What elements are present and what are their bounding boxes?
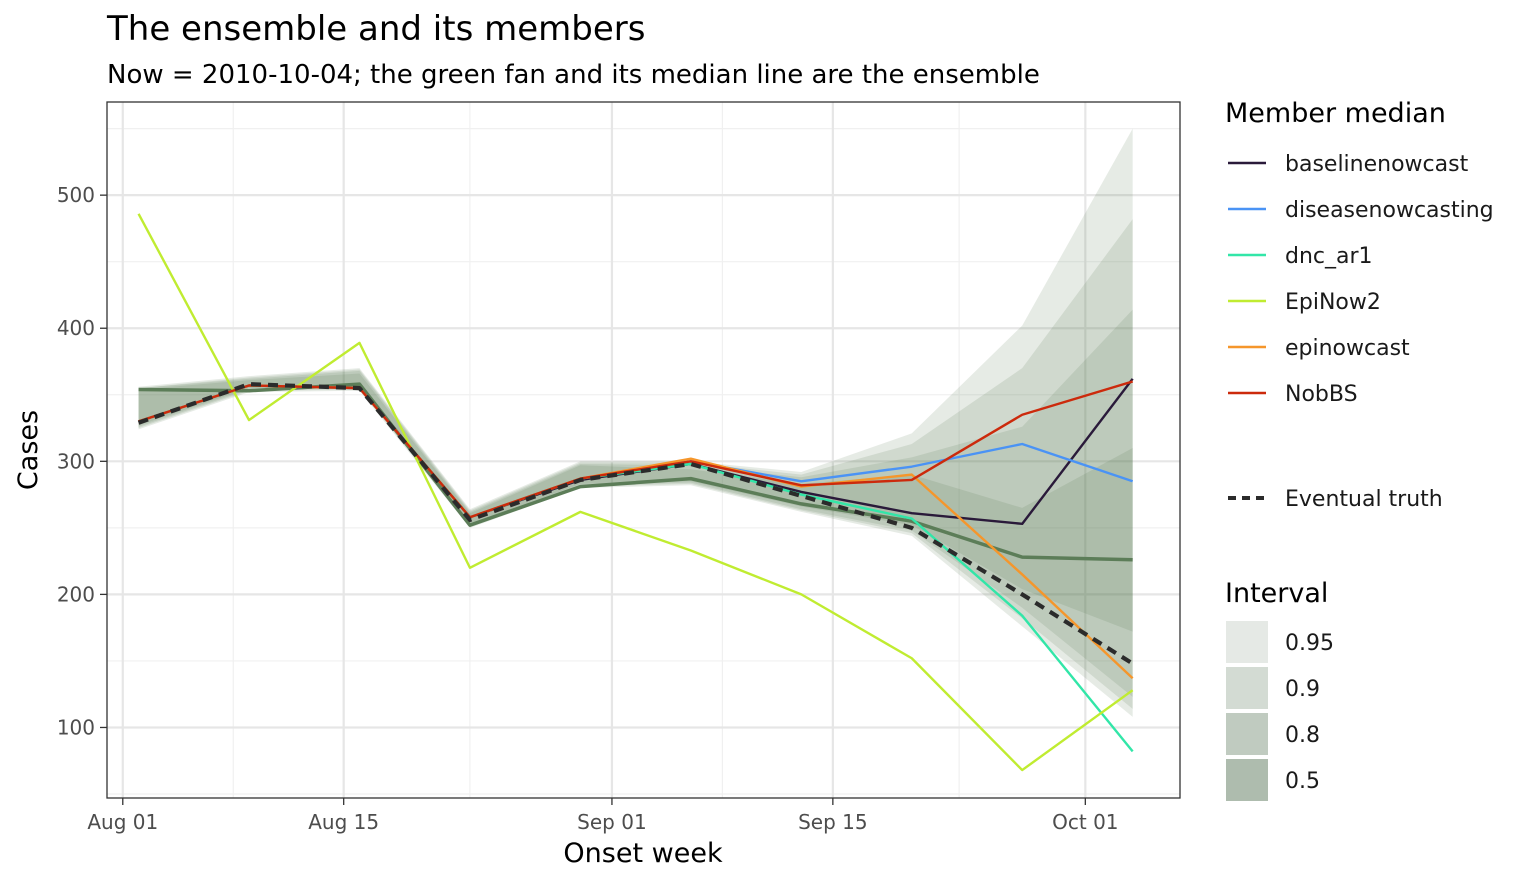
legend: Member median baselinenowcast diseasenowc…	[1225, 98, 1494, 801]
truth-series-line	[137, 382, 1134, 666]
y-axis: 100 200 300 400 500	[57, 183, 107, 739]
y-tick-label: 400	[57, 316, 95, 340]
plot-panel	[106, 101, 1181, 799]
legend-label-epinowcast: epinowcast	[1285, 336, 1410, 361]
legend-member-entries: baselinenowcast diseasenowcasting dnc_ar1 E…	[1228, 152, 1494, 407]
ribbon-0.5	[138, 373, 1133, 632]
legend-interval-label: 0.9	[1285, 677, 1320, 702]
series-line-epinow2	[137, 213, 1134, 772]
ribbon-0.8	[138, 309, 1133, 697]
legend-label-nobbs: NobBS	[1285, 382, 1358, 407]
legend-label-epinow2: EpiNow2	[1285, 290, 1381, 315]
legend-label-dnc_ar1: dnc_ar1	[1285, 244, 1373, 269]
legend-swatch-0.5	[1226, 759, 1268, 801]
y-axis-label: Cases	[13, 410, 44, 490]
ribbon-0.95	[138, 128, 1133, 717]
x-axis: Aug 01 Aug 15 Sep 01 Sep 15 Oct 01	[87, 798, 1119, 834]
x-tick-label: Oct 01	[1052, 810, 1118, 834]
y-tick-label: 200	[57, 582, 95, 606]
x-tick-label: Sep 01	[577, 810, 647, 834]
legend-interval-label: 0.8	[1285, 723, 1320, 748]
legend-interval-label: 0.95	[1285, 631, 1334, 656]
y-tick-label: 300	[57, 449, 95, 473]
y-tick-label: 500	[57, 183, 95, 207]
legend-truth-label: Eventual truth	[1285, 487, 1443, 512]
legend-interval-entries: 0.95 0.9 0.8 0.5	[1226, 621, 1334, 801]
y-tick-label: 100	[57, 715, 95, 739]
x-tick-label: Sep 15	[798, 810, 868, 834]
chart-title: The ensemble and its members	[106, 9, 645, 49]
truth-line	[137, 382, 1134, 666]
ribbon-0.9	[138, 219, 1133, 709]
legend-swatch-0.9	[1226, 667, 1268, 709]
legend-interval-title: Interval	[1225, 578, 1328, 609]
chart-subtitle: Now = 2010-10-04; the green fan and its …	[107, 60, 1040, 90]
legend-member-title: Member median	[1225, 98, 1446, 129]
x-tick-label: Aug 15	[308, 810, 379, 834]
legend-interval-label: 0.5	[1285, 769, 1320, 794]
legend-label-baselinenowcast: baselinenowcast	[1285, 152, 1469, 177]
x-tick-label: Aug 01	[87, 810, 158, 834]
plot-border	[106, 101, 1181, 799]
x-axis-label: Onset week	[563, 838, 723, 869]
ensemble-fan	[138, 128, 1133, 717]
legend-label-diseasenowcasting: diseasenowcasting	[1285, 198, 1494, 223]
major-gridlines	[107, 102, 1180, 798]
plot-background	[107, 102, 1180, 798]
legend-swatch-0.8	[1226, 713, 1268, 755]
legend-swatch-0.95	[1226, 621, 1268, 663]
